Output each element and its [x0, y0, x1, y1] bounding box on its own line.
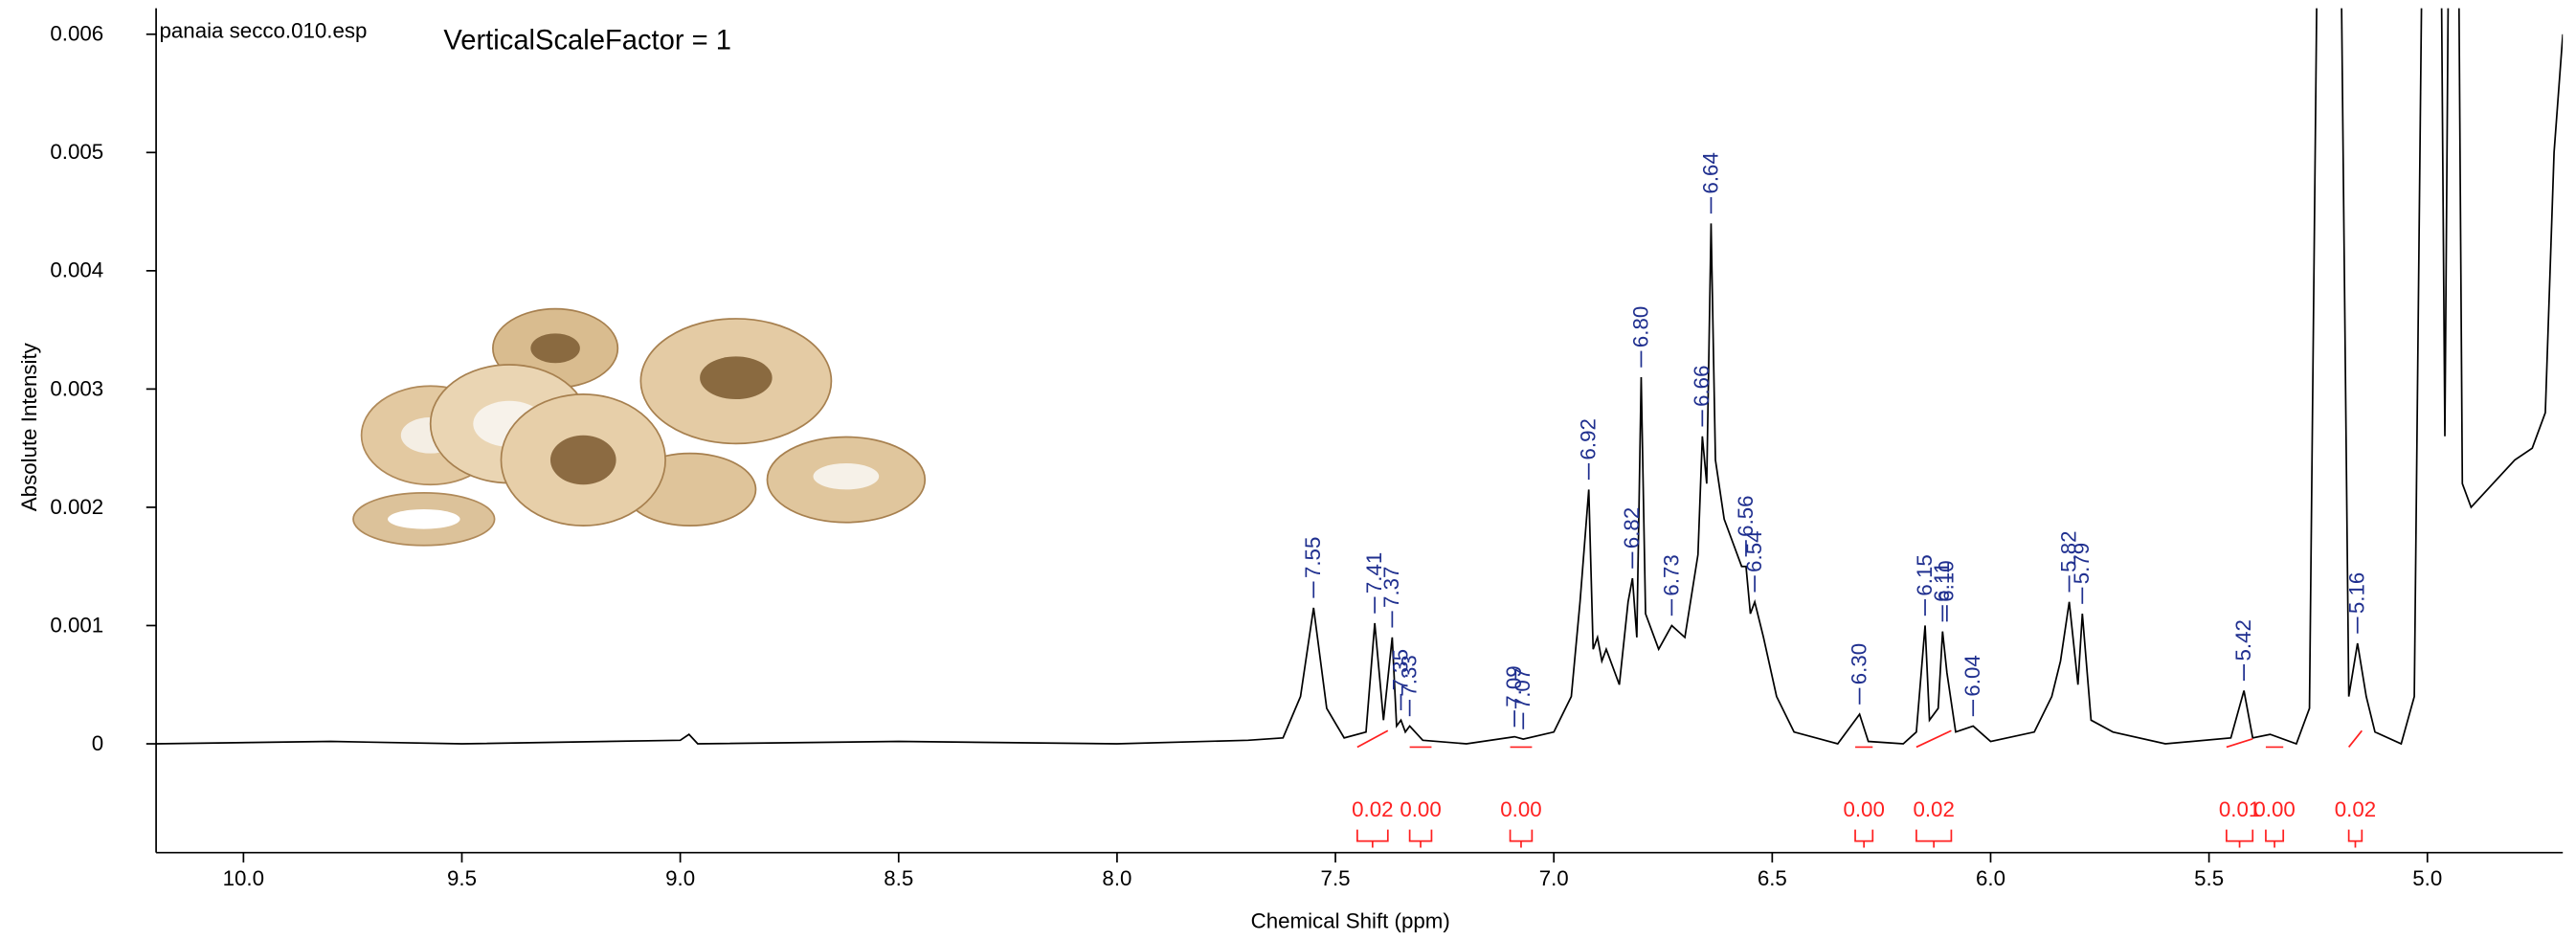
x-tick-label: 9.5	[447, 866, 477, 890]
peak-label: 5.79	[2070, 543, 2094, 584]
x-axis-label: Chemical Shift (ppm)	[1251, 909, 1450, 933]
page: panaia secco.010.esp VerticalScaleFactor…	[0, 0, 2576, 941]
peak-label: 6.80	[1628, 306, 1652, 347]
y-tick-label: 0.002	[50, 495, 103, 519]
peak-label: 7.07	[1511, 668, 1534, 709]
x-tick-label: 6.0	[1976, 866, 2005, 890]
peak-label: 5.42	[2231, 619, 2255, 661]
integral-label: 0.00	[1843, 797, 1884, 821]
peak-label: 6.82	[1620, 507, 1644, 549]
integral-label: 0.00	[1500, 797, 1541, 821]
x-tick-label: 7.0	[1539, 866, 1569, 890]
file-label: panaia secco.010.esp	[160, 18, 368, 42]
integral-label: 0.00	[1400, 797, 1441, 821]
peak-label: 6.54	[1742, 530, 1766, 571]
peak-label: 6.30	[1847, 643, 1870, 684]
peak-label: 6.10	[1935, 560, 1959, 601]
x-tick-label: 5.5	[2194, 866, 2224, 890]
peak-label: 6.92	[1577, 418, 1601, 459]
x-tick-label: 5.0	[2412, 866, 2442, 890]
peak-label: 6.64	[1698, 152, 1722, 193]
integral-label: 0.02	[1913, 797, 1954, 821]
peak-label: 7.37	[1379, 567, 1403, 608]
x-tick-label: 10.0	[223, 866, 264, 890]
y-tick-label: 0.006	[50, 22, 103, 46]
y-tick-label: 0.004	[50, 258, 103, 282]
x-tick-label: 7.5	[1321, 866, 1351, 890]
y-tick-label: 0.005	[50, 140, 103, 164]
x-tick-label: 8.0	[1102, 866, 1131, 890]
peak-label: 5.16	[2345, 572, 2369, 614]
chart-title: VerticalScaleFactor = 1	[443, 25, 731, 56]
integral-label: 0.02	[1352, 797, 1393, 821]
integral-label: 0.00	[2253, 797, 2295, 821]
y-tick-label: 0	[92, 731, 103, 755]
y-tick-label: 0.001	[50, 613, 103, 637]
apple-picture	[321, 280, 945, 559]
peak-label: 7.55	[1301, 537, 1325, 578]
y-axis-label: Absolute Intensity	[17, 342, 41, 511]
peak-label: 6.66	[1690, 366, 1714, 407]
peak-label: 7.33	[1397, 655, 1421, 696]
x-tick-label: 9.0	[665, 866, 695, 890]
y-tick-label: 0.003	[50, 376, 103, 400]
x-tick-label: 6.5	[1758, 866, 1787, 890]
peak-label: 6.73	[1659, 554, 1683, 595]
peak-label: 6.04	[1960, 655, 1984, 696]
integral-label: 0.02	[2335, 797, 2376, 821]
chart: panaia secco.010.esp VerticalScaleFactor…	[0, 0, 2576, 941]
x-tick-label: 8.5	[884, 866, 913, 890]
